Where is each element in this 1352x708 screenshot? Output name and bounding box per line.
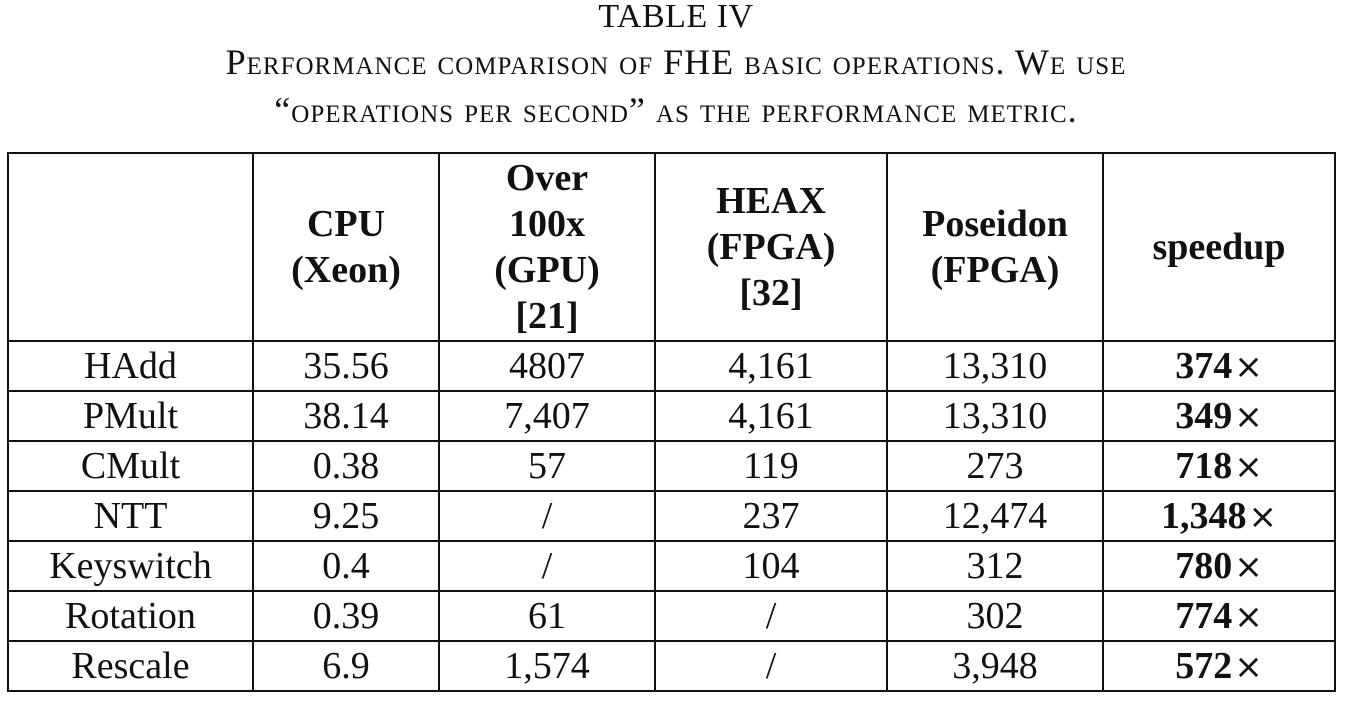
cell-poseidon: 312: [886, 540, 1104, 592]
header-heax-line: HEAX: [716, 180, 826, 222]
cell-speedup: 774×: [1102, 590, 1336, 642]
cell-gpu: 4807: [438, 340, 656, 392]
cell-cpu: 0.38: [252, 440, 440, 492]
header-gpu-line: 100x: [509, 203, 585, 245]
table-row: Keyswitch 0.4 / 104 312 780×: [7, 540, 1336, 592]
cell-cpu: 6.9: [252, 640, 440, 692]
caption-line-1: Performance comparison of FHE basic oper…: [225, 42, 1127, 82]
cell-poseidon: 13,310: [886, 390, 1104, 442]
header-poseidon-line: Poseidon: [922, 203, 1068, 245]
speedup-value: 718: [1175, 444, 1233, 487]
cell-operation: Rotation: [7, 590, 254, 642]
cell-operation: HAdd: [7, 340, 254, 392]
table-row: NTT 9.25 / 237 12,474 1,348×: [7, 490, 1336, 542]
cell-gpu: 1,574: [438, 640, 656, 692]
table-label: TABLE IV: [598, 0, 754, 35]
cell-heax: /: [654, 590, 888, 642]
cell-heax: 237: [654, 490, 888, 542]
table-row: CMult 0.38 57 119 273 718×: [7, 440, 1336, 492]
cell-heax: 104: [654, 540, 888, 592]
speedup-unit: ×: [1234, 346, 1263, 387]
cell-gpu: 7,407: [438, 390, 656, 442]
cell-poseidon: 3,948: [886, 640, 1104, 692]
speedup-unit: ×: [1234, 546, 1263, 587]
header-heax-line: (FPGA): [706, 226, 836, 268]
cell-speedup: 349×: [1102, 390, 1336, 442]
header-heax-line: [32]: [739, 272, 803, 314]
cell-heax: 119: [654, 440, 888, 492]
header-gpu-line: (GPU): [494, 249, 600, 291]
cell-cpu: 35.56: [252, 340, 440, 392]
cell-heax: 4,161: [654, 340, 888, 392]
speedup-unit: ×: [1248, 496, 1278, 537]
cell-heax: 4,161: [654, 390, 888, 442]
cell-gpu: 61: [438, 590, 656, 642]
speedup-value: 374: [1175, 344, 1233, 387]
header-poseidon: Poseidon (FPGA): [886, 152, 1104, 342]
speedup-value: 572: [1175, 644, 1233, 687]
table-row: Rotation 0.39 61 / 302 774×: [7, 590, 1336, 642]
table-caption: TABLE IV Performance comparison of FHE b…: [0, 0, 1352, 133]
speedup-unit: ×: [1234, 396, 1263, 437]
speedup-unit: ×: [1234, 596, 1263, 637]
cell-speedup: 718×: [1102, 440, 1336, 492]
table-row: HAdd 35.56 4807 4,161 13,310 374×: [7, 340, 1336, 392]
speedup-value: 780: [1175, 544, 1233, 587]
cell-operation: NTT: [7, 490, 254, 542]
table-row: PMult 38.14 7,407 4,161 13,310 349×: [7, 390, 1336, 442]
header-gpu: Over 100x (GPU) [21]: [438, 152, 656, 342]
cell-gpu: 57: [438, 440, 656, 492]
cell-operation: PMult: [7, 390, 254, 442]
cell-operation: Rescale: [7, 640, 254, 692]
cell-gpu: /: [438, 490, 656, 542]
cell-speedup: 1,348×: [1102, 490, 1336, 542]
cell-speedup: 780×: [1102, 540, 1336, 592]
header-row: CPU (Xeon) Over 100x (GPU) [21] HEAX (FP…: [7, 152, 1336, 342]
speedup-value: 774: [1175, 594, 1233, 637]
header-gpu-line: Over: [505, 157, 589, 199]
header-gpu-line: [21]: [515, 295, 579, 337]
header-heax: HEAX (FPGA) [32]: [654, 152, 888, 342]
speedup-unit: ×: [1234, 446, 1263, 487]
header-operation: [7, 152, 254, 342]
table-row: Rescale 6.9 1,574 / 3,948 572×: [7, 640, 1336, 692]
cell-gpu: /: [438, 540, 656, 592]
cell-cpu: 38.14: [252, 390, 440, 442]
cell-cpu: 0.4: [252, 540, 440, 592]
speedup-value: 1,348: [1161, 494, 1247, 537]
cell-speedup: 374×: [1102, 340, 1336, 392]
header-cpu-line: CPU: [306, 203, 386, 245]
speedup-value: 349: [1175, 394, 1233, 437]
cell-heax: /: [654, 640, 888, 692]
cell-operation: Keyswitch: [7, 540, 254, 592]
cell-speedup: 572×: [1102, 640, 1336, 692]
speedup-unit: ×: [1234, 646, 1263, 687]
cell-cpu: 0.39: [252, 590, 440, 642]
header-cpu: CPU (Xeon): [252, 152, 440, 342]
header-speedup: speedup: [1102, 152, 1336, 342]
cell-cpu: 9.25: [252, 490, 440, 542]
cell-poseidon: 12,474: [886, 490, 1104, 542]
header-poseidon-line: (FPGA): [930, 249, 1060, 291]
cell-operation: CMult: [7, 440, 254, 492]
cell-poseidon: 273: [886, 440, 1104, 492]
header-speedup-line: speedup: [1152, 226, 1286, 268]
cell-poseidon: 13,310: [886, 340, 1104, 392]
caption-line-2: “operations per second” as the performan…: [274, 90, 1078, 130]
cell-poseidon: 302: [886, 590, 1104, 642]
header-cpu-line: (Xeon): [291, 249, 401, 291]
performance-table: CPU (Xeon) Over 100x (GPU) [21] HEAX (FP…: [7, 152, 1336, 692]
